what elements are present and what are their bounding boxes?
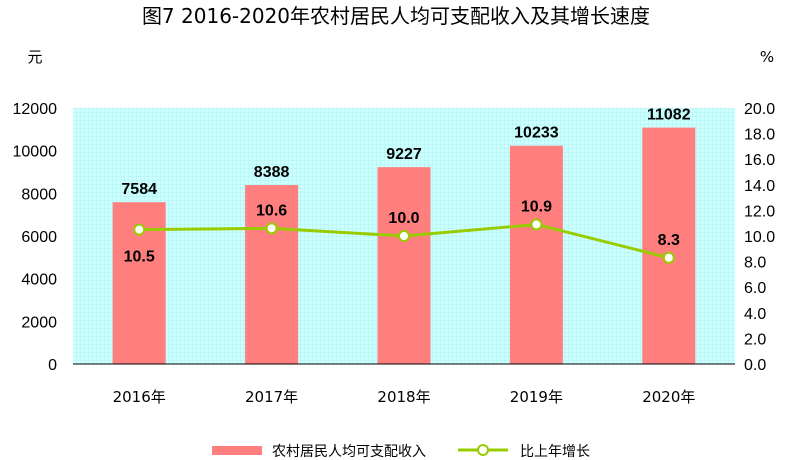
legend: 农村居民人均可支配收入 比上年增长: [212, 444, 590, 460]
right-tick-label: 0.0: [744, 357, 766, 374]
bar-labels: 7584 8388 9227 10233 11082: [121, 107, 690, 199]
line-point: [662, 251, 675, 264]
bar-value-label: 10233: [514, 125, 559, 142]
bar: [509, 145, 563, 364]
left-tick-label: 4000: [21, 272, 57, 289]
line-series: [133, 218, 675, 264]
right-tick-label: 18.0: [744, 127, 775, 144]
line-labels: 10.5 10.6 10.0 10.9 8.3: [124, 198, 680, 265]
legend-bar-label: 农村居民人均可支配收入: [272, 444, 426, 460]
right-tick-label: 10.0: [744, 229, 775, 246]
bar: [377, 167, 431, 364]
left-tick-label: 6000: [21, 229, 57, 246]
right-tick-label: 14.0: [744, 178, 775, 195]
right-tick-label: 6.0: [744, 280, 766, 297]
bar: [642, 127, 696, 364]
line-point: [265, 222, 278, 235]
left-tick-label: 12000: [13, 101, 58, 118]
line-value-label: 10.6: [256, 202, 287, 219]
line-point: [133, 223, 146, 236]
left-tick-label: 8000: [21, 186, 57, 203]
bar: [245, 185, 299, 364]
line-value-label: 8.3: [658, 232, 680, 249]
bar-value-label: 8388: [254, 164, 290, 181]
bar-value-label: 11082: [647, 107, 691, 124]
bar-value-label: 7584: [121, 181, 157, 198]
left-tick-label: 2000: [21, 314, 57, 331]
right-tick-label: 20.0: [744, 101, 775, 118]
category-label: 2020年: [642, 388, 695, 406]
right-tick-label: 2.0: [744, 331, 766, 348]
category-label: 2019年: [510, 388, 563, 406]
category-label: 2017年: [245, 388, 298, 406]
right-tick-label: 16.0: [744, 152, 775, 169]
right-tick-label: 12.0: [744, 203, 775, 220]
right-axis-unit: %: [760, 48, 774, 66]
line-value-label: 10.5: [124, 249, 155, 266]
category-label: 2016年: [113, 388, 166, 406]
x-axis-categories: 2016年 2017年 2018年 2019年 2020年: [113, 388, 696, 406]
chart-title: 图7 2016-2020年农村居民人均可支配收入及其增长速度: [142, 4, 650, 28]
line-point: [530, 218, 543, 231]
line-value-label: 10.9: [521, 198, 552, 215]
category-label: 2018年: [377, 388, 430, 406]
right-axis: 0.0 2.0 4.0 6.0 8.0 10.0 12.0 14.0 16.0 18.0 20.0: [744, 101, 775, 374]
legend-line-label: 比上年增长: [520, 444, 590, 460]
legend-line-marker: [477, 444, 489, 456]
bar-value-label: 9227: [386, 146, 422, 163]
legend-bar-swatch: [212, 446, 262, 455]
right-tick-label: 8.0: [744, 255, 766, 272]
left-tick-label: 0: [48, 357, 57, 374]
right-tick-label: 4.0: [744, 306, 766, 323]
left-axis: 0 2000 4000 6000 8000 10000 12000: [13, 101, 58, 374]
left-axis-unit: 元: [27, 48, 42, 66]
line-value-label: 10.0: [388, 210, 419, 227]
left-tick-label: 10000: [13, 144, 58, 161]
line-point: [398, 230, 410, 242]
